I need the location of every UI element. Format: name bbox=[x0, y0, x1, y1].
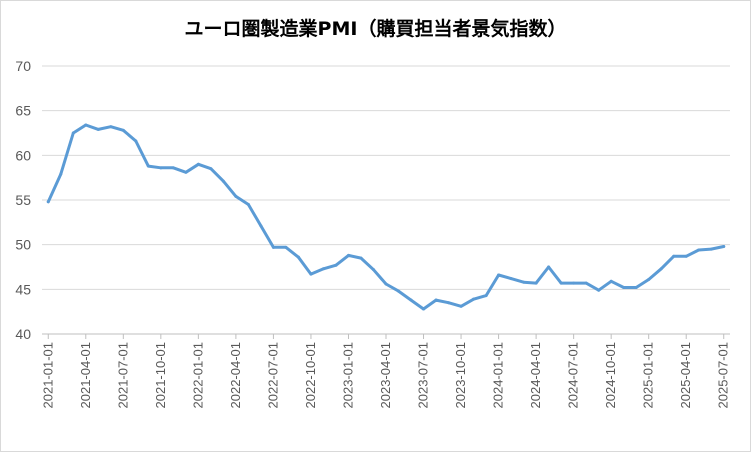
x-tick-label: 2025-07-01 bbox=[716, 342, 731, 409]
data-point bbox=[384, 282, 388, 286]
data-point bbox=[109, 125, 113, 129]
data-point bbox=[296, 255, 300, 259]
data-point bbox=[484, 294, 488, 298]
data-point bbox=[522, 280, 526, 284]
data-point bbox=[559, 281, 563, 285]
data-point bbox=[84, 123, 88, 127]
data-point bbox=[196, 162, 200, 166]
x-tick-label: 2023-10-01 bbox=[453, 342, 468, 409]
x-axis bbox=[42, 333, 730, 339]
data-point bbox=[647, 278, 651, 282]
data-point bbox=[659, 267, 663, 271]
x-tick-label: 2025-04-01 bbox=[678, 342, 693, 409]
data-point bbox=[346, 253, 350, 257]
data-point bbox=[46, 200, 50, 204]
x-axis-tick-labels: 2021-01-01 2021-04-01 2021-07-01 2021-10-01… bbox=[40, 342, 730, 409]
data-point bbox=[96, 127, 100, 131]
data-point bbox=[447, 301, 451, 305]
data-point bbox=[597, 288, 601, 292]
data-point bbox=[509, 277, 513, 281]
data-point bbox=[534, 281, 538, 285]
data-point bbox=[622, 286, 626, 290]
data-point bbox=[159, 166, 163, 170]
y-tick-label: 50 bbox=[15, 237, 31, 253]
data-point bbox=[459, 304, 463, 308]
data-point bbox=[171, 166, 175, 170]
data-point bbox=[371, 268, 375, 272]
data-point bbox=[71, 131, 75, 135]
x-tick-label: 2021-04-01 bbox=[78, 342, 93, 409]
x-tick-label: 2021-01-01 bbox=[40, 342, 55, 409]
data-point bbox=[672, 254, 676, 258]
data-point bbox=[321, 267, 325, 271]
x-tick-label: 2022-10-01 bbox=[303, 342, 318, 409]
x-tick-label: 2022-04-01 bbox=[228, 342, 243, 409]
data-point bbox=[409, 298, 413, 302]
data-point bbox=[547, 265, 551, 269]
x-tick-label: 2021-10-01 bbox=[153, 342, 168, 409]
x-tick-label: 2024-10-01 bbox=[603, 342, 618, 409]
data-point bbox=[134, 139, 138, 143]
data-point bbox=[309, 272, 313, 276]
x-tick-label: 2023-07-01 bbox=[416, 342, 431, 409]
series-line bbox=[46, 123, 726, 311]
data-point bbox=[209, 167, 213, 171]
data-point bbox=[184, 170, 188, 174]
data-point bbox=[397, 289, 401, 293]
x-tick-label: 2024-07-01 bbox=[566, 342, 581, 409]
y-tick-label: 60 bbox=[15, 147, 31, 163]
data-point bbox=[697, 248, 701, 252]
chart-title: ユーロ圏製造業PMI（購買担当者景気指数） bbox=[184, 18, 567, 40]
x-tick-label: 2021-07-01 bbox=[115, 342, 130, 409]
data-point bbox=[271, 245, 275, 249]
data-point bbox=[221, 179, 225, 183]
y-tick-label: 55 bbox=[15, 192, 31, 208]
data-point bbox=[609, 279, 613, 283]
data-point bbox=[572, 281, 576, 285]
y-tick-label: 65 bbox=[15, 103, 31, 119]
data-point bbox=[284, 245, 288, 249]
x-tick-label: 2022-07-01 bbox=[265, 342, 280, 409]
data-point bbox=[121, 128, 125, 132]
y-axis-tick-labels: 40 45 50 55 60 65 70 bbox=[15, 58, 31, 342]
data-point bbox=[472, 297, 476, 301]
data-point bbox=[334, 263, 338, 267]
data-point bbox=[234, 194, 238, 198]
data-point bbox=[259, 224, 263, 228]
data-point bbox=[422, 307, 426, 311]
data-point bbox=[497, 273, 501, 277]
x-tick-label: 2023-04-01 bbox=[378, 342, 393, 409]
series-layer bbox=[46, 123, 726, 311]
data-point bbox=[684, 254, 688, 258]
data-point bbox=[722, 244, 726, 248]
data-point bbox=[359, 256, 363, 260]
data-point bbox=[146, 164, 150, 168]
gridlines bbox=[42, 65, 730, 290]
y-tick-label: 45 bbox=[15, 281, 31, 297]
x-tick-label: 2024-04-01 bbox=[528, 342, 543, 409]
y-tick-label: 70 bbox=[15, 58, 31, 74]
x-tick-label: 2022-01-01 bbox=[190, 342, 205, 409]
data-point bbox=[709, 247, 713, 251]
data-point bbox=[634, 286, 638, 290]
data-point bbox=[584, 281, 588, 285]
x-tick-label: 2025-01-01 bbox=[641, 342, 656, 409]
x-tick-label: 2024-01-01 bbox=[491, 342, 506, 409]
data-point bbox=[434, 298, 438, 302]
data-point bbox=[59, 172, 63, 176]
y-tick-label: 40 bbox=[15, 326, 31, 342]
x-tick-label: 2023-01-01 bbox=[340, 342, 355, 409]
data-point bbox=[246, 202, 250, 206]
